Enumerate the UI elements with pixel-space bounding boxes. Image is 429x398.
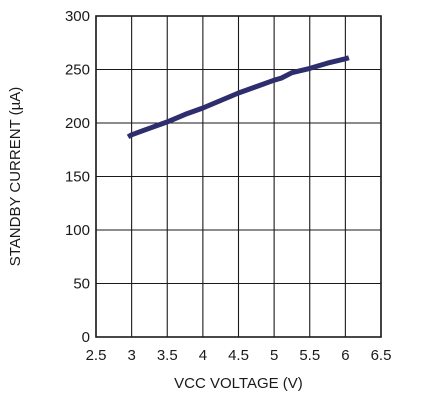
x-tick-label: 4 [199, 347, 207, 364]
series-line [126, 55, 350, 140]
y-tick-label: 0 [82, 329, 90, 346]
x-tick-label: 6 [341, 347, 349, 364]
y-tick-label: 100 [65, 222, 90, 239]
x-tick-label: 2.5 [86, 347, 107, 364]
x-tick-label: 4.5 [228, 347, 249, 364]
x-axis-title: VCC VOLTAGE (V) [174, 375, 303, 392]
y-tick-label: 300 [65, 8, 90, 25]
x-tick-label: 3 [127, 347, 135, 364]
x-tick-label: 3.5 [157, 347, 178, 364]
series-layer [126, 55, 350, 140]
x-tick-label: 6.5 [371, 347, 392, 364]
y-axis-title: STANDBY CURRENT (µA) [7, 87, 24, 267]
x-tick-label: 5 [270, 347, 278, 364]
tick-labels: 2.5 3 3.5 4 4.5 5 5.5 6 6.5 0 50 100 150 200 250 300 [65, 8, 391, 364]
y-tick-label: 200 [65, 115, 90, 132]
x-tick-label: 5.5 [299, 347, 320, 364]
y-tick-label: 250 [65, 62, 90, 79]
y-tick-label: 50 [73, 276, 90, 293]
grid [95, 15, 382, 338]
y-tick-label: 150 [65, 169, 90, 186]
plot-frame [95, 15, 382, 338]
